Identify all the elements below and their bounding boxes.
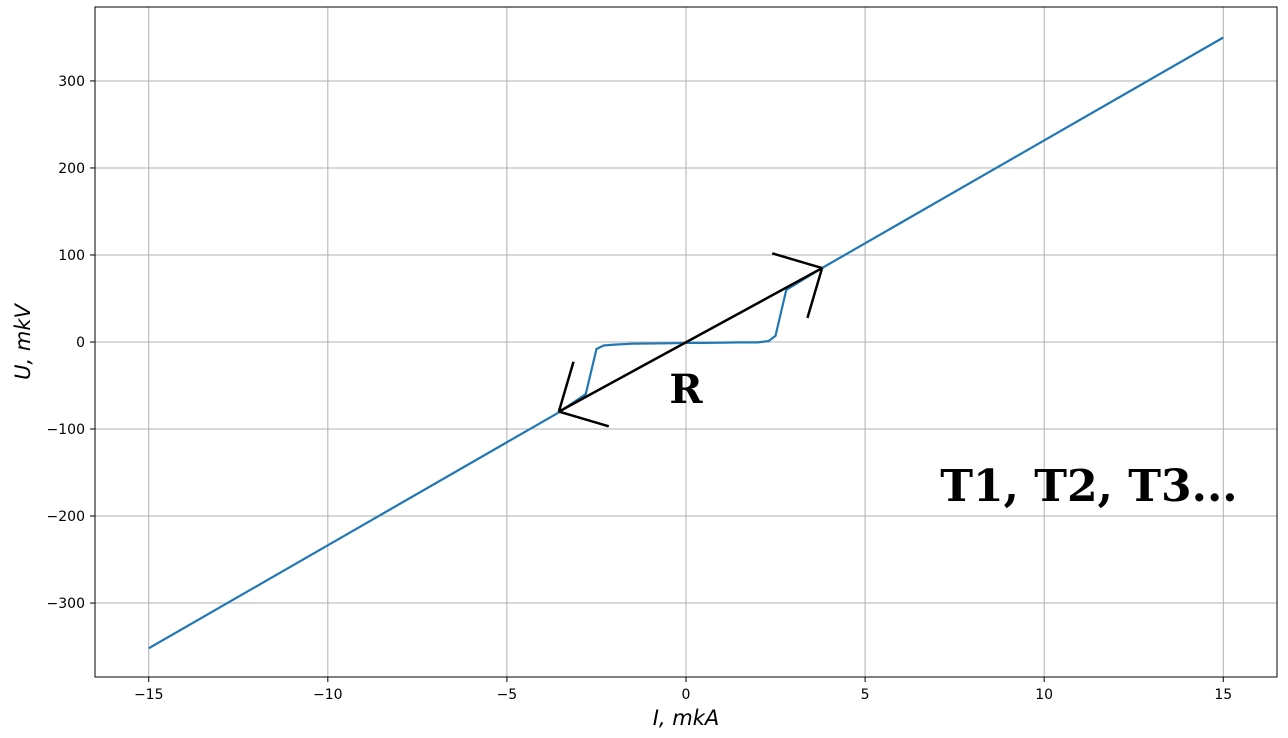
- arrow-head-start: [558, 410, 610, 428]
- x-tick-label: 5: [861, 687, 870, 703]
- x-tick-label: 15: [1214, 687, 1232, 703]
- grid: [95, 7, 1277, 677]
- annotations: R T1, T2, T3...: [669, 366, 1237, 512]
- x-tick-label: 0: [682, 687, 691, 703]
- y-tick-label: 100: [58, 248, 85, 264]
- x-tick-label: −10: [313, 687, 343, 703]
- annotation-r: R: [669, 366, 703, 413]
- y-tick-label: −200: [47, 509, 85, 525]
- x-tick-label: −5: [497, 687, 518, 703]
- y-tick-label: 0: [76, 335, 85, 351]
- arrow-head-end: [771, 252, 823, 270]
- x-tick-label: −15: [134, 687, 164, 703]
- arrow-head-start: [557, 361, 575, 412]
- x-axis-ticks: −15 −10 −5 0 5 10 15: [134, 677, 1232, 703]
- y-tick-label: 200: [58, 161, 85, 177]
- arrow-layer: [557, 252, 824, 428]
- y-axis-label: U, mkV: [11, 303, 35, 380]
- x-tick-label: 10: [1035, 687, 1053, 703]
- y-tick-label: 300: [58, 74, 85, 90]
- y-axis-ticks: −300 −200 −100 0 100 200 300: [47, 74, 95, 612]
- y-tick-label: −300: [47, 596, 85, 612]
- arrow-shaft: [558, 266, 823, 413]
- y-tick-label: −100: [47, 422, 85, 438]
- arrow-head-end: [806, 267, 824, 319]
- x-axis-label: I, mkA: [653, 706, 720, 730]
- annotation-temperatures: T1, T2, T3...: [940, 461, 1237, 512]
